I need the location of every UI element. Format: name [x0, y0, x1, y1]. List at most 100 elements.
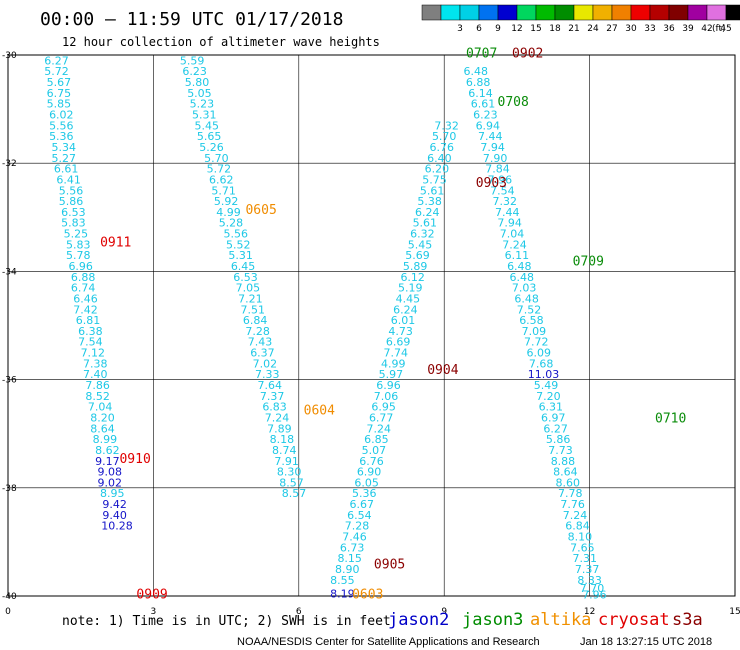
wave-height-value: 5.67 [47, 76, 72, 89]
wave-height-value: 7.44 [478, 130, 503, 143]
wave-height-value: 7.94 [480, 141, 505, 154]
legend-swatch [668, 4, 689, 21]
x-tick-label: 15 [729, 607, 740, 617]
grid-lines [8, 55, 735, 596]
track-b: 5.596.235.805.055.235.315.455.655.265.70… [180, 54, 306, 500]
wave-height-value: 7.24 [563, 509, 588, 522]
wave-height-value: 7.20 [536, 390, 561, 403]
wave-height-value: 5.56 [59, 184, 84, 197]
wave-height-value: 6.76 [359, 455, 384, 468]
pass-time-label: 0909 [136, 587, 167, 602]
wave-height-value: 5.86 [546, 433, 571, 446]
wave-height-value: 5.70 [432, 130, 457, 143]
wave-height-value: 5.70 [204, 152, 229, 165]
legend-swatch [611, 4, 632, 21]
legend-swatch [592, 4, 613, 21]
wave-height-value: 7.04 [500, 228, 525, 241]
wave-height-value: 7.24 [265, 411, 290, 424]
wave-height-value: 7.09 [522, 325, 547, 338]
legend-swatch [421, 4, 442, 21]
satellite-name: cryosat [598, 610, 670, 630]
legend-swatch [649, 4, 670, 21]
pass-time-label: 0910 [119, 452, 150, 467]
wave-height-value: 8.20 [90, 411, 115, 424]
wave-height-value: 6.48 [507, 260, 532, 273]
legend-label: 42 [701, 24, 712, 34]
wave-height-value: 5.69 [405, 249, 430, 262]
wave-height-value: 6.53 [61, 206, 86, 219]
wave-height-value: 5.89 [403, 260, 428, 273]
y-tick-label: -40 [2, 592, 17, 602]
wave-height-value: 5.83 [66, 238, 91, 251]
wave-height-value: 7.40 [83, 368, 108, 381]
pass-time-label: 0707 [466, 46, 497, 61]
wave-height-value: 6.01 [391, 314, 416, 327]
legend-label: 9 [495, 24, 501, 34]
legend-label: 27 [606, 24, 617, 34]
wave-height-value: 8.74 [272, 444, 297, 457]
wave-height-value: 6.48 [463, 65, 488, 78]
satellite-name: jason2 [388, 610, 449, 630]
legend-swatch [725, 4, 740, 21]
legend-label: 24 [587, 24, 599, 34]
wave-height-value: 4.99 [216, 206, 241, 219]
wave-height-value: 6.69 [386, 336, 411, 349]
wave-height-value: 8.88 [551, 455, 576, 468]
wave-height-value: 7.43 [248, 336, 273, 349]
wave-height-value: 8.57 [282, 487, 307, 500]
legend-swatch [687, 4, 708, 21]
x-tick-label: 6 [296, 607, 302, 617]
wave-height-value: 6.24 [415, 206, 440, 219]
wave-height-value: 9.17 [95, 455, 120, 468]
wave-height-value: 6.02 [49, 109, 74, 122]
wave-height-value: 7.42 [73, 303, 98, 316]
wave-height-value: 6.05 [354, 476, 379, 489]
wave-height-value: 8.30 [277, 466, 302, 479]
wave-height-value: 7.24 [502, 238, 527, 251]
legend-label: 18 [549, 24, 561, 34]
wave-height-value: 7.05 [236, 282, 261, 295]
pass-time-labels: 0911 0910 0909 0605 0604 0603 0707 0902 0708 0903… [100, 46, 686, 602]
wave-height-value: 6.38 [78, 325, 103, 338]
wave-height-value: 8.19 [330, 587, 355, 600]
wave-height-value: 7.54 [490, 184, 515, 197]
wave-height-value: 7.96 [488, 173, 513, 186]
wave-height-value: 6.83 [262, 401, 287, 414]
credit-text: NOAA/NESDIS Center for Satellite Applica… [237, 636, 540, 648]
wave-height-value: 8.64 [90, 422, 115, 435]
wave-height-value: 6.61 [54, 163, 79, 176]
legend-swatch [440, 4, 461, 21]
wave-height-value: 6.90 [357, 466, 382, 479]
wave-height-value: 6.77 [369, 411, 394, 424]
wave-height-value: 8.60 [556, 476, 581, 489]
wave-height-value: 6.31 [539, 401, 564, 414]
wave-height-value: 6.84 [565, 520, 590, 533]
wave-height-value: 6.94 [476, 119, 501, 132]
wave-height-value: 5.86 [59, 195, 84, 208]
wave-height-value: 7.94 [497, 217, 522, 230]
wave-height-value: 7.37 [575, 563, 600, 576]
y-tick-label: -34 [2, 267, 17, 277]
x-tick-label: 3 [151, 607, 157, 617]
note-text: note: 1) Time is in UTC; 2) SWH is in fe… [62, 614, 391, 629]
wave-height-value: 11.03 [528, 368, 560, 381]
wave-height-value: 6.96 [68, 260, 93, 273]
wave-height-value: 8.64 [553, 466, 578, 479]
wave-height-value: 5.80 [185, 76, 210, 89]
pass-time-label: 0709 [573, 255, 604, 270]
plot-frame [7, 54, 736, 597]
wave-height-value: 7.31 [573, 552, 598, 565]
pass-time-label: 0902 [512, 46, 543, 61]
pass-time-label: 0905 [374, 558, 405, 573]
wave-height-value: 6.46 [73, 292, 98, 305]
track-d: 6.486.886.146.616.236.947.447.947.907.84… [463, 65, 606, 601]
legend-label: 21 [568, 24, 579, 34]
wave-height-value: 9.42 [102, 498, 127, 511]
wave-height-value: 7.03 [512, 282, 537, 295]
timestamp-text: Jan 18 13:27:15 UTC 2018 [580, 636, 712, 648]
footer: note: 1) Time is in UTC; 2) SWH is in fe… [62, 610, 712, 648]
legend-label: 15 [530, 24, 541, 34]
legend-label: 3 [457, 24, 463, 34]
y-tick-label: -38 [2, 484, 17, 494]
pass-time-label: 0603 [352, 587, 383, 602]
